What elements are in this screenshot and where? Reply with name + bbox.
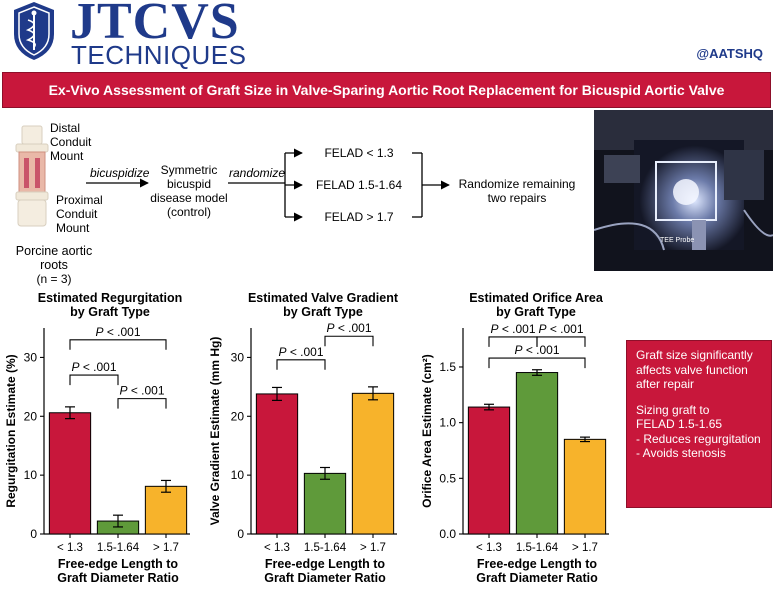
x-tick-label: < 1.3 — [264, 542, 290, 554]
y-axis-label: Regurgitation Estimate (%) — [4, 354, 18, 507]
journal-logo-seal — [10, 0, 58, 62]
y-tick-label: 0 — [237, 527, 244, 541]
outcome-label: Randomize remaining two repairs — [458, 177, 576, 205]
step-randomize: randomize — [228, 166, 286, 180]
x-tick-label: < 1.3 — [57, 542, 83, 554]
chart-title: Estimated Orifice Area — [469, 291, 604, 305]
group-felad-mid: FELAD 1.5-1.64 — [315, 178, 403, 192]
aortic-root-image — [8, 124, 56, 232]
journal-subtitle: TECHNIQUES — [71, 40, 247, 70]
p-value-label: P < .001 — [326, 321, 371, 335]
proximal-mount-label: Proximal Conduit Mount — [56, 193, 103, 235]
distal-mount-label: Distal Conduit Mount — [50, 121, 92, 163]
flow-arrows — [86, 148, 450, 222]
y-tick-label: 20 — [24, 409, 38, 423]
chart-title: Estimated Regurgitation — [38, 291, 182, 305]
chart-title: Estimated Valve Gradient — [248, 291, 399, 305]
x-axis-label: Free-edge Length to — [477, 557, 598, 571]
y-axis-label: Orifice Area Estimate (cm²) — [420, 354, 434, 508]
bar — [351, 392, 395, 535]
x-axis-label: Free-edge Length to — [58, 557, 179, 571]
chart-title: by Graft Type — [70, 305, 150, 319]
conduit-mount-icon — [15, 125, 49, 227]
x-axis-label: Graft Diameter Ratio — [264, 571, 386, 585]
y-axis-label: Valve Gradient Estimate (mm Hg) — [208, 337, 222, 526]
bar — [144, 485, 188, 535]
summary-finding: Graft size significantly affects valve fu… — [636, 348, 753, 391]
chart-title: by Graft Type — [283, 305, 363, 319]
group-felad-low: FELAD < 1.3 — [324, 146, 394, 160]
simulator-photo: TEE Probe — [594, 110, 773, 271]
significance-bracket — [117, 398, 167, 409]
social-handle[interactable]: @AATSHQ — [696, 46, 763, 61]
y-tick-label: 30 — [231, 350, 245, 364]
significance-bracket — [69, 374, 119, 386]
step-bicuspidize: bicuspidize — [90, 166, 150, 180]
bar — [48, 412, 92, 535]
y-tick-label: 1.0 — [439, 416, 456, 430]
significance-bracket — [69, 339, 167, 350]
y-tick-label: 0.0 — [439, 527, 456, 541]
x-axis-label: Graft Diameter Ratio — [57, 571, 179, 585]
bar — [515, 372, 559, 535]
summary-box: Graft size significantly affects valve fu… — [626, 340, 772, 508]
significance-bracket — [324, 335, 374, 347]
x-tick-label: 1.5-1.64 — [304, 542, 347, 554]
p-value-label: P < .001 — [71, 360, 116, 374]
x-tick-label: > 1.7 — [572, 542, 598, 554]
title-banner: Ex-Vivo Assessment of Graft Size in Valv… — [2, 72, 771, 108]
bar — [255, 393, 299, 535]
seal-icon — [14, 2, 54, 60]
journal-title: JTCVS — [70, 0, 240, 50]
summary-recommendation: Sizing graft to FELAD 1.5-1.65- Reduces r… — [636, 402, 761, 461]
y-tick-label: 30 — [24, 350, 38, 364]
banner-title: Ex-Vivo Assessment of Graft Size in Valv… — [48, 82, 725, 98]
significance-bracket — [276, 359, 326, 370]
y-tick-label: 0 — [30, 527, 37, 541]
y-tick-label: 1.5 — [439, 360, 456, 374]
p-value-label: P < .001 — [278, 345, 323, 359]
x-tick-label: 1.5-1.64 — [97, 542, 140, 554]
bar — [563, 438, 607, 535]
p-value-label: P < .001 — [538, 322, 583, 336]
p-value-label: P < .001 — [490, 322, 535, 336]
group-felad-high: FELAD > 1.7 — [324, 210, 394, 224]
x-tick-label: 1.5-1.64 — [516, 542, 559, 554]
significance-bracket — [488, 357, 586, 369]
tee-probe-label: TEE Probe — [660, 237, 695, 244]
heart-simulator-photo-icon — [594, 110, 773, 271]
chart-title: by Graft Type — [496, 305, 576, 319]
y-tick-label: 10 — [231, 468, 245, 482]
x-tick-label: > 1.7 — [360, 542, 386, 554]
x-tick-label: < 1.3 — [476, 542, 502, 554]
p-value-label: P < .001 — [119, 384, 164, 398]
x-axis-label: Free-edge Length to — [265, 557, 386, 571]
x-axis-label: Graft Diameter Ratio — [476, 571, 598, 585]
bar — [303, 472, 347, 535]
x-tick-label: > 1.7 — [153, 542, 179, 554]
bar — [467, 406, 511, 535]
significance-bracket — [536, 336, 586, 347]
p-value-label: P < .001 — [514, 343, 559, 357]
y-tick-label: 20 — [231, 409, 245, 423]
control-model-label: Symmetric bicuspid disease model (control) — [150, 163, 228, 219]
specimen-label: Porcine aortic roots (n = 3) — [15, 244, 93, 286]
p-value-label: P < .001 — [95, 325, 140, 339]
y-tick-label: 10 — [24, 468, 38, 482]
y-tick-label: 0.5 — [439, 471, 456, 485]
